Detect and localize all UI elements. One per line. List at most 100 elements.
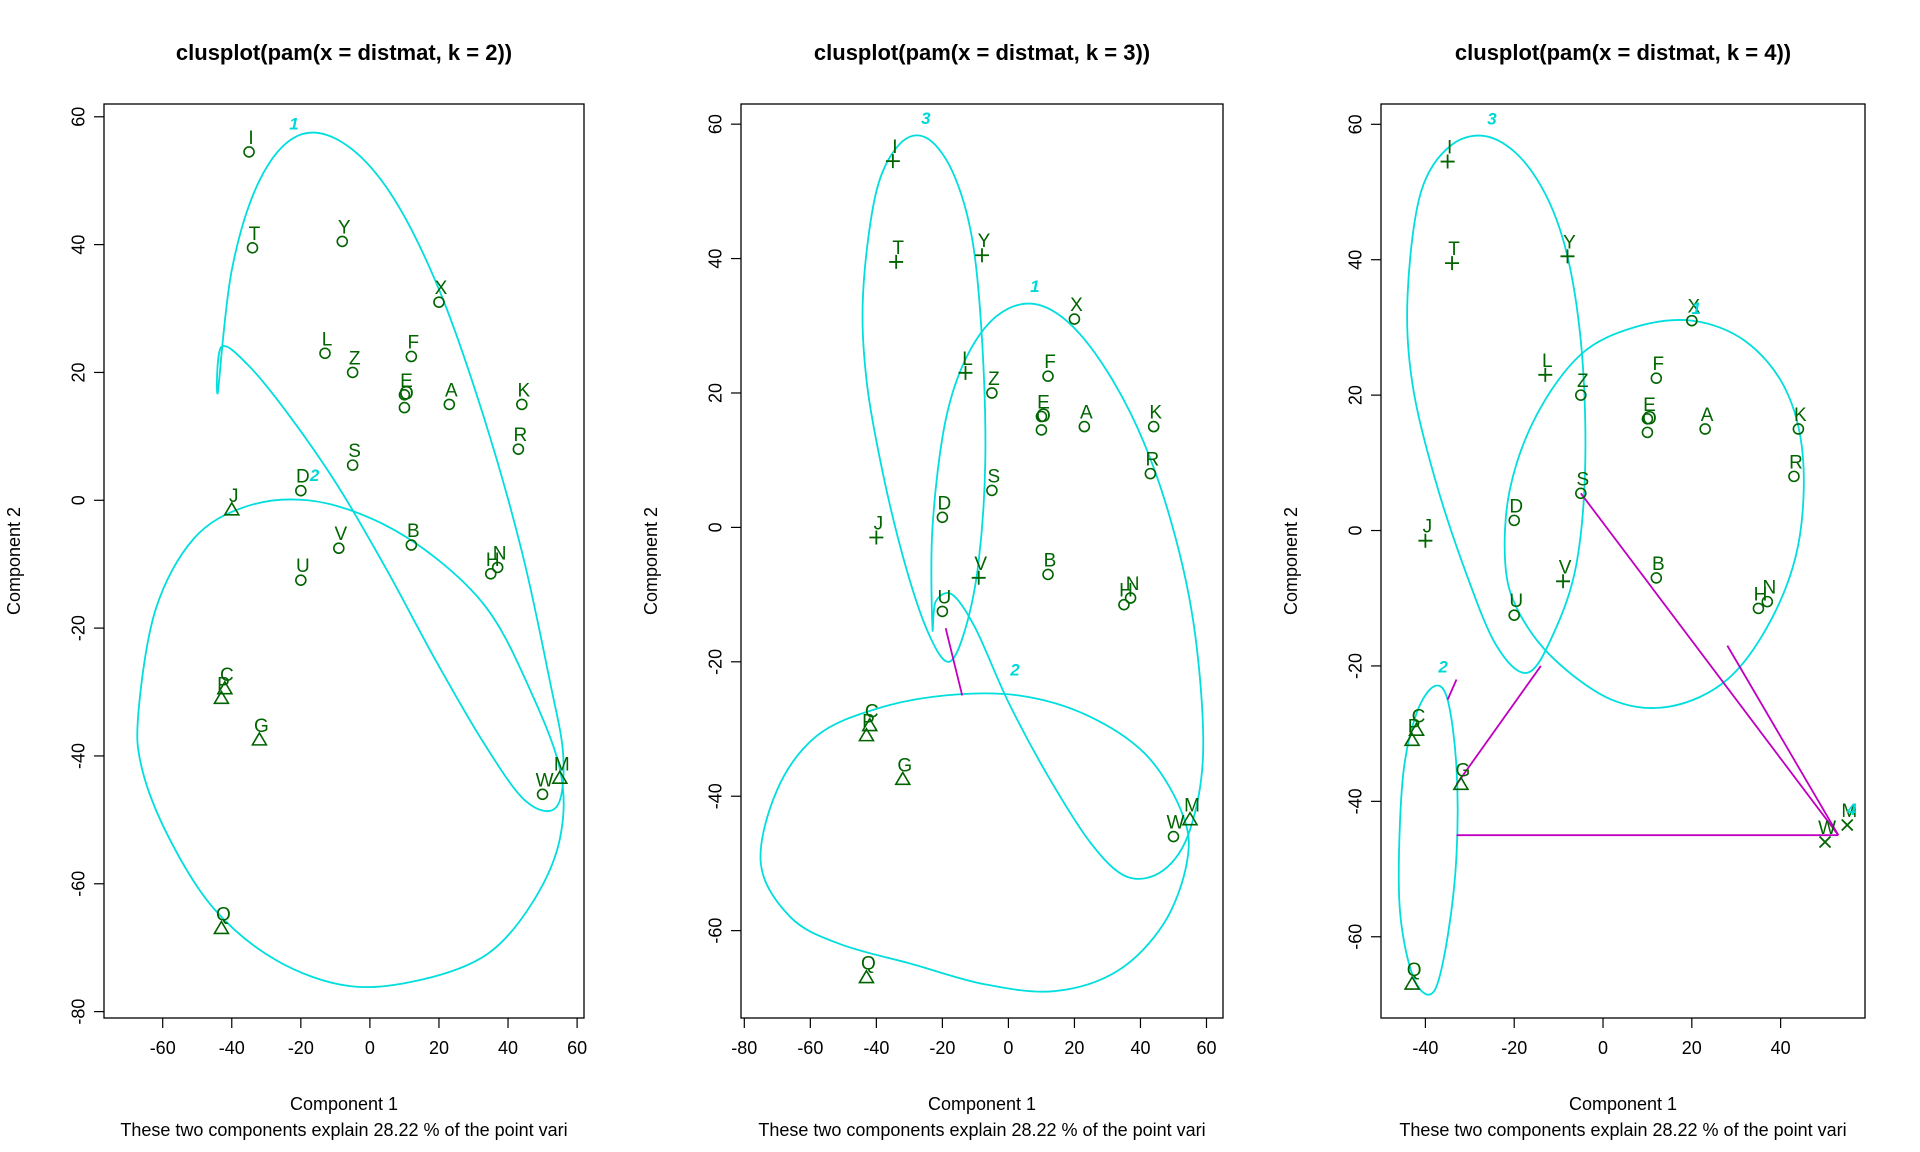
y-tick-label: 40 xyxy=(69,235,89,255)
x-tick-label: -20 xyxy=(288,1038,314,1058)
panel-3: clusplot(pam(x = distmat, k = 4)) -40 -20 0… xyxy=(1281,40,1866,1140)
x-tick-label: -60 xyxy=(797,1038,823,1058)
cluster-label-4: 4 xyxy=(1846,800,1857,819)
plot-area xyxy=(1397,134,1854,996)
cluster-link-line xyxy=(1446,679,1458,701)
point-label-A: A xyxy=(445,380,458,401)
point-label-D: D xyxy=(296,467,310,488)
cluster-label-1: 1 xyxy=(1692,299,1701,318)
chart-title: clusplot(pam(x = distmat, k = 2)) xyxy=(176,40,512,65)
data-point-X xyxy=(1068,313,1081,325)
point-label-T: T xyxy=(892,238,904,259)
y-tick-label: -20 xyxy=(706,649,726,675)
plot-frame xyxy=(740,103,1224,1019)
data-point-G xyxy=(250,731,268,746)
point-label-U: U xyxy=(1509,591,1523,612)
point-label-Q: Q xyxy=(1407,960,1422,981)
point-label-J: J xyxy=(874,513,884,534)
point-label-A: A xyxy=(1080,403,1093,424)
cluster-label-3: 3 xyxy=(1487,109,1497,128)
data-point-X xyxy=(1686,314,1698,327)
data-point-A xyxy=(1699,423,1711,435)
data-point-I xyxy=(885,154,900,169)
y-tick-label: -20 xyxy=(1346,653,1366,679)
cluster-ellipse-1 xyxy=(1503,319,1805,709)
point-label-Y: Y xyxy=(1563,232,1576,253)
y-tick-label: 0 xyxy=(69,495,89,505)
data-point-J xyxy=(223,501,241,516)
cluster-ellipse-1 xyxy=(930,302,1205,880)
point-label-S: S xyxy=(348,441,361,462)
data-point-N xyxy=(491,561,504,574)
x-tick-label: 20 xyxy=(1064,1038,1084,1058)
data-point-H xyxy=(1752,602,1765,615)
y-tick-label: -60 xyxy=(1346,924,1366,950)
point-label-J: J xyxy=(229,486,239,507)
point-label-F: F xyxy=(1044,352,1056,373)
y-tick-label: -80 xyxy=(69,999,89,1025)
chart-title: clusplot(pam(x = distmat, k = 4)) xyxy=(1455,40,1791,65)
data-point-V xyxy=(971,570,986,585)
data-point-I xyxy=(1440,154,1455,169)
cluster-link-line xyxy=(1455,665,1542,785)
data-point-L xyxy=(319,347,331,360)
point-label-V: V xyxy=(974,554,987,575)
data-point-C xyxy=(1408,721,1425,736)
data-point-Y xyxy=(1560,249,1575,264)
y-tick-label: -20 xyxy=(69,615,89,641)
x-axis-label: Component 1 xyxy=(928,1094,1036,1114)
point-label-C: C xyxy=(220,665,234,686)
point-label-F: F xyxy=(1652,354,1664,375)
point-label-D: D xyxy=(1509,496,1523,517)
data-point-D xyxy=(1508,514,1521,527)
x-tick-label: 0 xyxy=(365,1038,375,1058)
data-point-Z xyxy=(986,387,998,399)
point-label-R: R xyxy=(1146,450,1160,471)
point-label-O: O xyxy=(399,384,414,405)
y-tick-label: -60 xyxy=(69,871,89,897)
data-point-Z xyxy=(1575,389,1587,401)
x-tick-label: 60 xyxy=(567,1038,587,1058)
point-label-P: P xyxy=(217,674,230,695)
cluster-ellipse-2 xyxy=(136,498,565,989)
data-point-L xyxy=(958,365,973,380)
data-point-M xyxy=(551,769,569,785)
data-point-N xyxy=(1761,595,1774,608)
point-label-W: W xyxy=(1818,818,1836,839)
x-tick-label: -40 xyxy=(863,1038,889,1058)
cluster-ellipse-3 xyxy=(1406,134,1587,674)
x-tick-label: 40 xyxy=(1771,1038,1791,1058)
cluster-ellipse-3 xyxy=(861,134,987,663)
point-label-W: W xyxy=(536,770,554,791)
data-point-B xyxy=(405,539,418,551)
y-axis-label: Component 2 xyxy=(4,507,24,615)
x-tick-label: 0 xyxy=(1598,1038,1608,1058)
data-point-D xyxy=(295,484,307,497)
x-tick-label: 40 xyxy=(498,1038,518,1058)
point-label-I: I xyxy=(892,137,897,158)
x-tick-label: 40 xyxy=(1130,1038,1150,1058)
cluster-link-line xyxy=(1580,492,1840,836)
data-point-H xyxy=(484,567,497,580)
data-point-G xyxy=(1452,775,1470,791)
point-label-A: A xyxy=(1701,405,1714,426)
point-label-E: E xyxy=(1643,395,1656,416)
plot-area xyxy=(759,134,1205,993)
point-label-L: L xyxy=(1542,351,1553,372)
chart-title: clusplot(pam(x = distmat, k = 3)) xyxy=(814,40,1150,65)
cluster-label-1: 1 xyxy=(289,115,298,134)
y-tick-label: -40 xyxy=(69,743,89,769)
data-point-S xyxy=(346,459,359,471)
data-point-W xyxy=(1167,830,1180,843)
data-point-O xyxy=(1641,426,1654,439)
x-axis-label: Component 1 xyxy=(1569,1094,1677,1114)
data-point-J xyxy=(869,530,884,545)
point-label-K: K xyxy=(517,380,530,401)
x-axis-label: Component 1 xyxy=(290,1094,398,1114)
y-tick-label: -40 xyxy=(706,783,726,809)
data-point-K xyxy=(1147,420,1160,433)
y-axis-label: Component 2 xyxy=(1281,507,1301,615)
data-point-M xyxy=(1181,811,1199,826)
y-tick-label: 20 xyxy=(1346,385,1366,405)
point-label-S: S xyxy=(1576,469,1589,490)
